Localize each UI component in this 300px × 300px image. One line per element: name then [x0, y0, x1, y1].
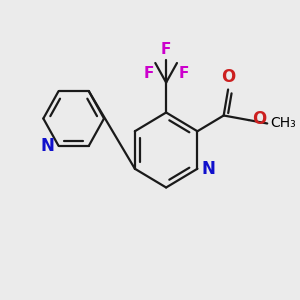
- Text: F: F: [143, 66, 154, 81]
- Text: N: N: [41, 137, 55, 155]
- Text: F: F: [161, 42, 171, 57]
- Text: CH₃: CH₃: [271, 116, 296, 130]
- Text: N: N: [201, 160, 215, 178]
- Text: F: F: [178, 66, 189, 81]
- Text: O: O: [253, 110, 267, 128]
- Text: O: O: [221, 68, 235, 86]
